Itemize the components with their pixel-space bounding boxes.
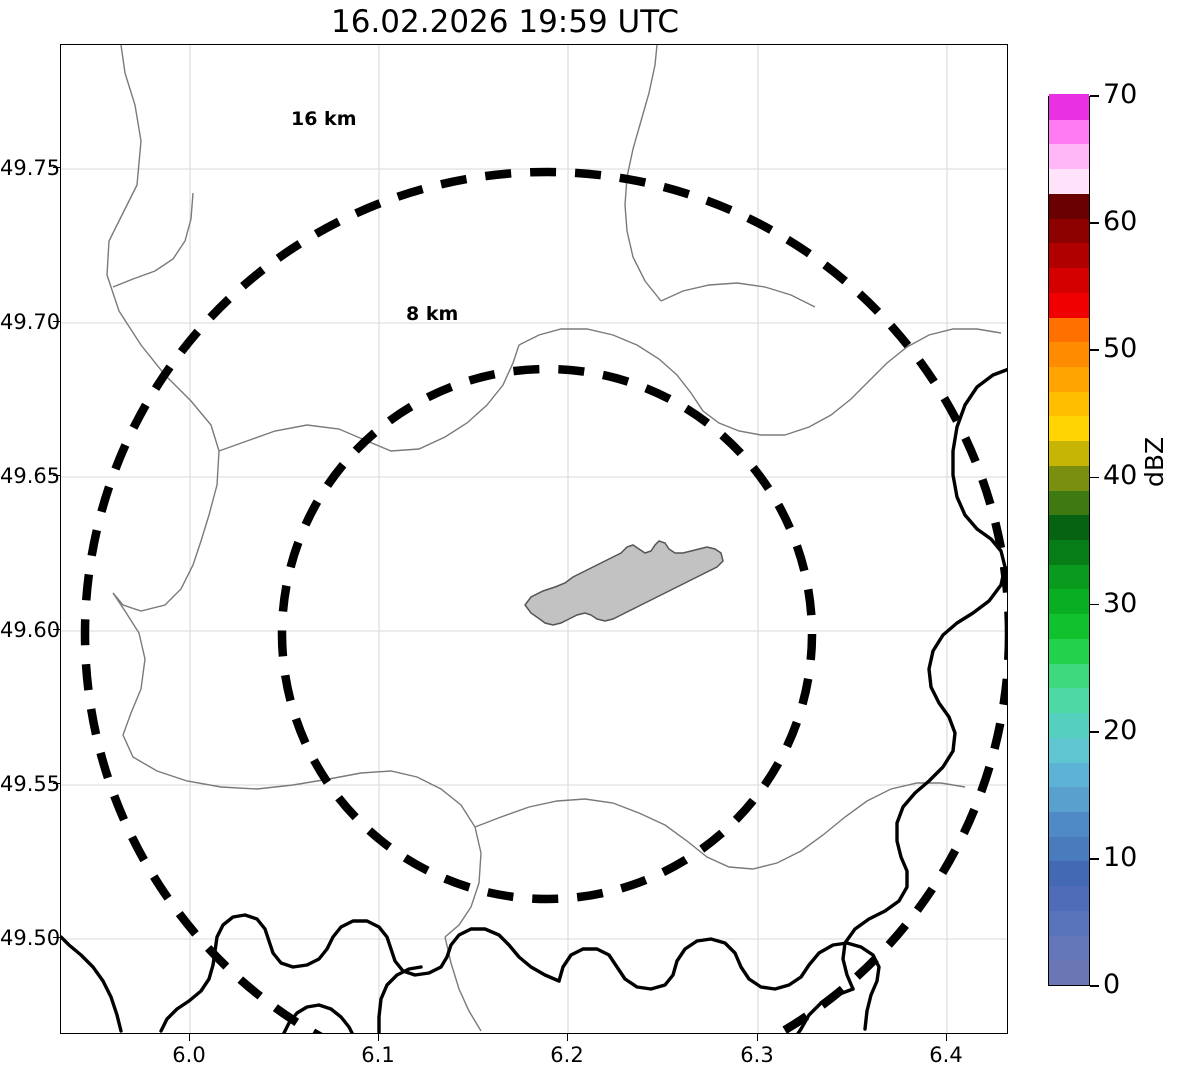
colorbar-band-24: [1049, 366, 1089, 392]
radar-reflectivity-raster: [61, 45, 1007, 1033]
colorbar-band-11: [1049, 687, 1089, 714]
colorbar-band-29: [1049, 242, 1089, 269]
page-title: 16.02.2026 19:59 UTC: [331, 4, 679, 40]
colorbar-band-8: [1049, 761, 1089, 788]
colorbar-band-15: [1049, 588, 1089, 615]
x-tick-label-2: 6.2: [550, 1043, 584, 1067]
x-tick-mark-0: [189, 1034, 191, 1041]
colorbar-band-7: [1049, 786, 1089, 812]
colorbar-band-21: [1049, 440, 1089, 466]
x-tick-mark-2: [567, 1034, 569, 1041]
colorbar: [1048, 94, 1090, 986]
colorbar-tick-mark-2: [1090, 730, 1099, 733]
colorbar-band-3: [1049, 885, 1089, 911]
colorbar-band-1: [1049, 934, 1089, 961]
y-tick-label-2: 49.65: [0, 464, 61, 488]
colorbar-band-16: [1049, 564, 1089, 590]
colorbar-band-5: [1049, 836, 1089, 862]
colorbar-band-18: [1049, 514, 1089, 540]
x-tick-label-4: 6.4: [929, 1043, 963, 1067]
x-tick-mark-4: [946, 1034, 948, 1041]
commune-borders: [106, 45, 1002, 1032]
plot-inner: 16 km 8 km: [61, 45, 1007, 1033]
colorbar-band-22: [1049, 415, 1089, 442]
colorbar-tick-mark-3: [1090, 603, 1099, 606]
y-tick-mark-2: [53, 475, 61, 477]
y-tick-label-1: 49.70: [0, 310, 61, 334]
colorbar-band-34: [1049, 119, 1089, 145]
national-border: [61, 367, 1007, 1033]
colorbar-tick-mark-1: [1090, 858, 1099, 860]
colorbar-tick-mark-4: [1090, 476, 1099, 479]
colorbar-tick-label-1: 10: [1103, 841, 1138, 873]
colorbar-title: dBZ: [1140, 436, 1169, 487]
colorbar-band-20: [1049, 465, 1089, 491]
colorbar-band-13: [1049, 638, 1089, 664]
radar-plot: 16 km 8 km: [60, 44, 1008, 1034]
colorbar-band-14: [1049, 613, 1089, 639]
colorbar-band-26: [1049, 316, 1089, 343]
colorbar-band-23: [1049, 391, 1089, 417]
colorbar-band-33: [1049, 143, 1089, 170]
colorbar-band-27: [1049, 292, 1089, 318]
colorbar-tick-mark-7: [1090, 95, 1099, 97]
y-tick-label-0: 49.75: [0, 156, 61, 180]
colorbar-tick-label-0: 0: [1103, 969, 1121, 1000]
colorbar-band-30: [1049, 218, 1089, 244]
y-tick-mark-5: [53, 937, 61, 939]
colorbar-band-2: [1049, 910, 1089, 936]
y-tick-label-5: 49.50: [0, 926, 61, 950]
colorbar-band-10: [1049, 712, 1089, 738]
colorbar-tick-mark-0: [1090, 985, 1099, 987]
colorbar-band-32: [1049, 168, 1089, 194]
range-ring-8km: [277, 364, 817, 904]
colorbar-tick-label-7: 70: [1103, 79, 1138, 110]
colorbar-band-28: [1049, 267, 1089, 293]
colorbar-band-19: [1049, 489, 1089, 516]
y-tick-mark-4: [53, 783, 61, 785]
colorbar-tick-label-5: 50: [1103, 333, 1138, 365]
map-vector-overlay: [61, 45, 1007, 1033]
x-tick-label-0: 6.0: [172, 1043, 206, 1067]
range-ring-16km: [80, 167, 1007, 1033]
colorbar-band-35: [1049, 94, 1089, 120]
colorbar-band-9: [1049, 737, 1089, 763]
x-tick-label-1: 6.1: [361, 1043, 395, 1067]
x-tick-mark-3: [757, 1034, 759, 1041]
colorbar-band-17: [1049, 539, 1089, 565]
x-tick-mark-1: [378, 1034, 380, 1041]
y-tick-label-4: 49.55: [0, 772, 61, 796]
colorbar-band-4: [1049, 860, 1089, 887]
colorbar-band-25: [1049, 341, 1089, 367]
colorbar-tick-label-2: 20: [1103, 714, 1138, 746]
colorbar-tick-label-4: 40: [1103, 460, 1138, 492]
x-tick-label-3: 6.3: [740, 1043, 774, 1067]
range-ring-16km-label: 16 km: [291, 108, 357, 130]
y-tick-label-3: 49.60: [0, 618, 61, 642]
range-ring-8km-label: 8 km: [406, 303, 459, 325]
gridlines: [61, 45, 1007, 1033]
colorbar-tick-label-3: 30: [1103, 587, 1138, 619]
y-tick-mark-0: [53, 167, 61, 169]
city-polygon: [524, 540, 724, 626]
colorbar-tick-mark-5: [1090, 349, 1099, 352]
colorbar-tick-label-6: 60: [1103, 206, 1138, 238]
y-tick-mark-3: [53, 629, 61, 631]
colorbar-band-0: [1049, 959, 1089, 985]
y-tick-mark-1: [53, 321, 61, 323]
colorbar-band-12: [1049, 663, 1089, 689]
colorbar-band-31: [1049, 193, 1089, 219]
colorbar-tick-mark-6: [1090, 222, 1099, 224]
colorbar-band-6: [1049, 811, 1089, 837]
